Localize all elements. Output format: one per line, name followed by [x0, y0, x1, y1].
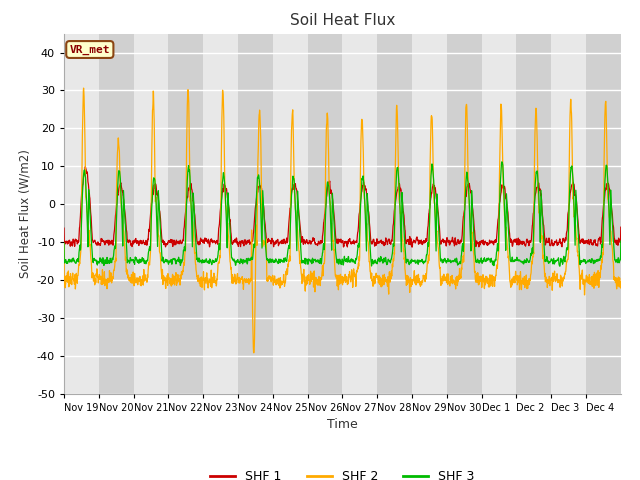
Bar	[377, 34, 412, 394]
Y-axis label: Soil Heat Flux (W/m2): Soil Heat Flux (W/m2)	[19, 149, 31, 278]
Bar	[99, 34, 134, 394]
Bar	[342, 34, 377, 394]
Bar	[204, 34, 238, 394]
X-axis label: Time: Time	[327, 418, 358, 431]
Bar	[412, 34, 447, 394]
Bar	[134, 34, 168, 394]
Bar	[168, 34, 204, 394]
Title: Soil Heat Flux: Soil Heat Flux	[290, 13, 395, 28]
Bar	[481, 34, 516, 394]
Bar	[308, 34, 342, 394]
Bar	[551, 34, 586, 394]
Legend: SHF 1, SHF 2, SHF 3: SHF 1, SHF 2, SHF 3	[205, 465, 479, 480]
Bar	[447, 34, 481, 394]
Text: VR_met: VR_met	[70, 44, 110, 55]
Bar	[238, 34, 273, 394]
Bar	[64, 34, 99, 394]
Bar	[586, 34, 621, 394]
Bar	[273, 34, 308, 394]
Bar	[516, 34, 551, 394]
